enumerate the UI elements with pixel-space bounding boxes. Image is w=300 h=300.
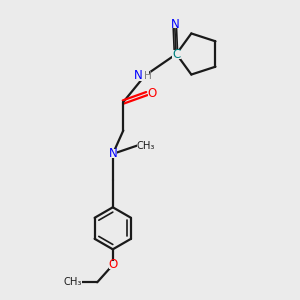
Text: N: N <box>170 17 179 31</box>
Bar <box>109 261 117 269</box>
Bar <box>170 20 179 28</box>
Bar <box>109 149 117 158</box>
Bar <box>134 70 149 81</box>
Text: H: H <box>144 70 152 81</box>
Bar <box>137 141 154 150</box>
Bar <box>172 50 181 58</box>
Text: CH₃: CH₃ <box>63 277 82 287</box>
Text: N: N <box>134 69 143 82</box>
Text: CH₃: CH₃ <box>136 140 155 151</box>
Text: C: C <box>172 47 181 61</box>
Bar <box>64 278 82 286</box>
Text: O: O <box>147 87 156 100</box>
Text: O: O <box>108 258 117 272</box>
Text: N: N <box>108 147 117 161</box>
Bar <box>148 89 156 98</box>
